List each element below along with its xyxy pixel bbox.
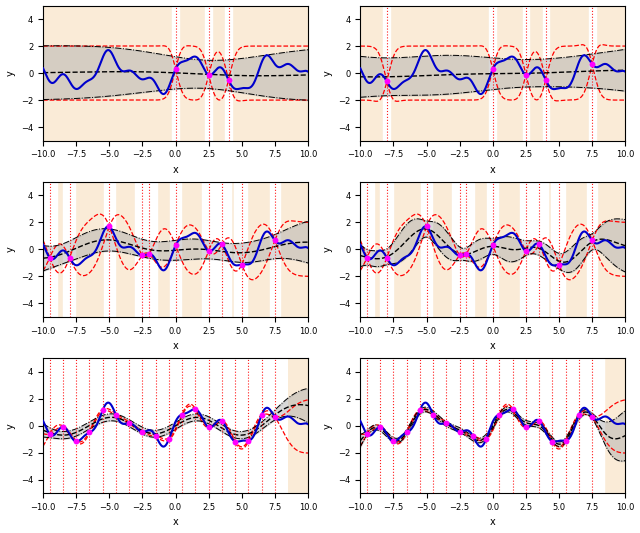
Y-axis label: y: y <box>323 246 333 252</box>
Point <box>381 254 392 262</box>
Point <box>574 411 584 419</box>
Point <box>144 250 154 259</box>
Point <box>415 406 425 415</box>
Point <box>217 240 227 248</box>
Point <box>65 254 75 262</box>
Point <box>45 430 55 438</box>
X-axis label: x: x <box>490 341 495 351</box>
Y-axis label: y: y <box>323 70 333 76</box>
Point <box>124 418 134 427</box>
Point <box>150 432 161 440</box>
X-axis label: x: x <box>490 165 495 175</box>
Point <box>170 241 180 249</box>
Point <box>381 77 392 86</box>
Point <box>547 438 557 446</box>
Point <box>362 253 372 262</box>
Point <box>362 430 372 438</box>
X-axis label: x: x <box>173 165 179 175</box>
Point <box>270 413 280 421</box>
Point <box>521 423 531 432</box>
X-axis label: x: x <box>490 518 495 528</box>
Point <box>421 222 431 231</box>
Point <box>521 246 531 255</box>
Point <box>257 411 267 419</box>
Point <box>442 418 452 427</box>
Point <box>104 222 115 231</box>
Point <box>243 437 253 445</box>
Point <box>534 417 544 425</box>
Point <box>454 427 465 436</box>
Point <box>177 410 188 419</box>
Point <box>481 435 492 443</box>
Point <box>170 64 180 73</box>
Point <box>138 427 148 436</box>
Point <box>97 406 108 415</box>
Point <box>488 241 498 249</box>
Y-axis label: y: y <box>6 423 15 429</box>
Point <box>494 410 504 419</box>
Point <box>204 246 214 255</box>
Point <box>138 251 148 260</box>
Y-axis label: y: y <box>323 423 333 429</box>
Point <box>223 76 234 84</box>
Point <box>587 60 597 69</box>
Point <box>461 250 472 259</box>
Point <box>375 423 385 431</box>
Y-axis label: y: y <box>6 246 15 252</box>
Point <box>554 260 564 269</box>
Point <box>237 260 247 269</box>
Point <box>454 251 465 260</box>
Point <box>508 405 518 414</box>
Point <box>587 236 597 245</box>
Point <box>561 437 571 445</box>
Point <box>388 437 399 446</box>
Y-axis label: y: y <box>6 70 15 76</box>
Point <box>230 438 240 446</box>
Point <box>217 417 227 425</box>
Point <box>58 423 68 431</box>
X-axis label: x: x <box>173 518 179 528</box>
Point <box>488 65 498 74</box>
X-axis label: x: x <box>173 341 179 351</box>
Point <box>190 405 200 414</box>
Point <box>204 70 214 79</box>
Point <box>521 70 531 79</box>
Point <box>401 428 412 437</box>
Point <box>541 75 551 84</box>
Point <box>71 437 81 446</box>
Point <box>468 432 478 440</box>
Point <box>587 413 597 421</box>
Point <box>204 423 214 432</box>
Point <box>111 410 121 419</box>
Point <box>534 240 544 248</box>
Point <box>164 435 174 443</box>
Point <box>84 428 95 437</box>
Point <box>45 253 55 262</box>
Point <box>270 236 280 245</box>
Point <box>428 410 438 419</box>
